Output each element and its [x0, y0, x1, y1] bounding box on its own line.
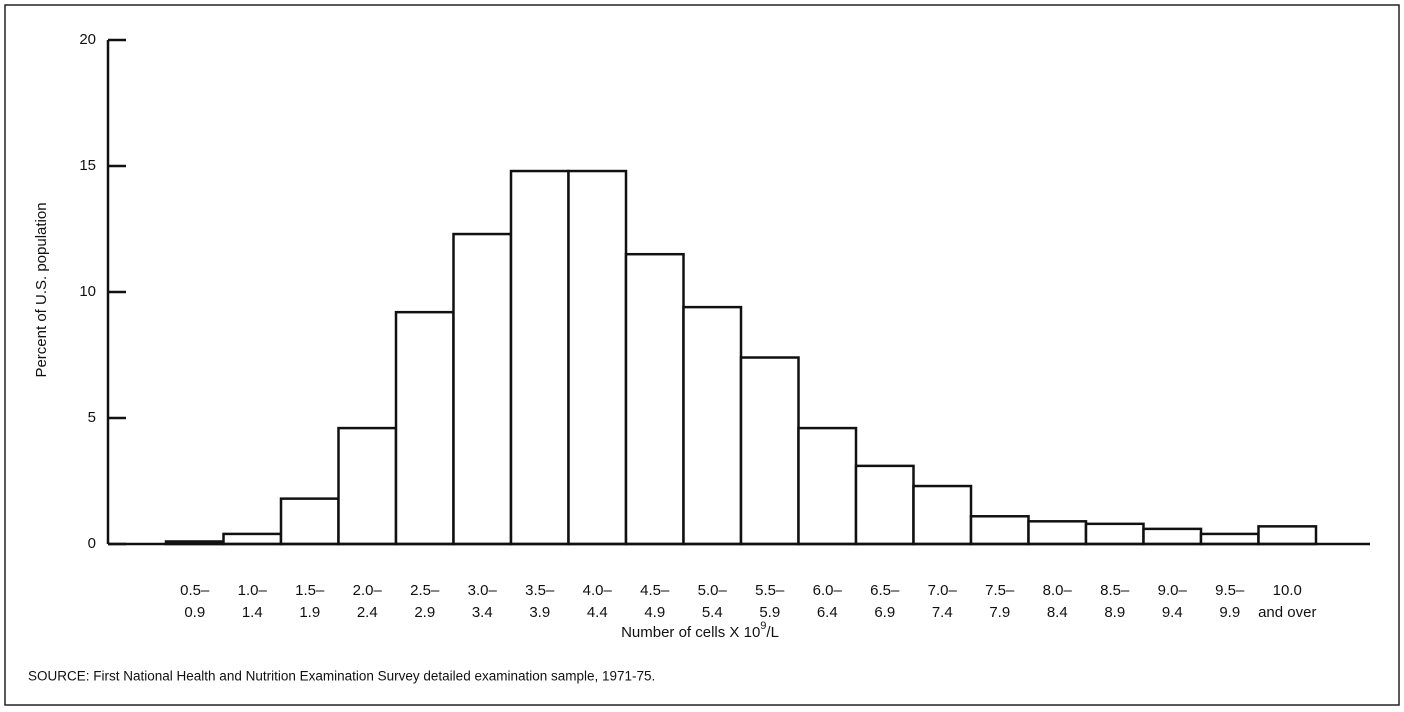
- bar: [854, 464, 915, 546]
- bar: [624, 252, 685, 546]
- x-tick-label: 3.5–: [525, 582, 555, 599]
- x-tick-label: 8.5–: [1100, 582, 1130, 599]
- bar: [1257, 525, 1318, 546]
- x-tick-label: 4.9: [644, 604, 665, 621]
- x-tick-label: 8.4: [1047, 604, 1068, 621]
- y-tick-label: 0: [88, 535, 96, 552]
- bar: [337, 426, 398, 546]
- x-tick-label: 2.0–: [353, 582, 383, 599]
- x-tick-label: 0.9: [184, 604, 205, 621]
- x-tick-label: 7.9: [989, 604, 1010, 621]
- x-tick-label: 9.9: [1219, 604, 1240, 621]
- bar: [222, 532, 283, 546]
- x-tick-label: 6.4: [817, 604, 838, 621]
- bar: [394, 310, 455, 546]
- x-tick-label: 4.5–: [640, 582, 670, 599]
- frame: [4, 4, 1400, 706]
- x-tick-label: 7.5–: [985, 582, 1015, 599]
- x-tick-label: 1.9: [299, 604, 320, 621]
- x-axis-label-unit: /L: [766, 624, 779, 641]
- bar: [279, 497, 340, 546]
- x-tick-label: 3.9: [529, 604, 550, 621]
- x-axis-label: Number of cells X 109/L: [621, 620, 779, 641]
- x-tick-label: 9.5–: [1215, 582, 1245, 599]
- bar: [912, 484, 973, 546]
- x-tick-label: 8.0–: [1043, 582, 1073, 599]
- x-tick-label: 6.9: [874, 604, 895, 621]
- y-tick-label: 15: [79, 157, 96, 174]
- bar: [452, 232, 513, 546]
- y-tick-label: 10: [79, 283, 96, 300]
- x-tick-label: 8.9: [1104, 604, 1125, 621]
- x-tick-label: 1.4: [242, 604, 263, 621]
- x-tick-label: and over: [1258, 604, 1316, 621]
- y-tick-label: 20: [79, 31, 96, 48]
- x-tick-label: 1.5–: [295, 582, 325, 599]
- bar: [1084, 522, 1145, 546]
- x-axis-label-text: Number of cells X 10: [621, 624, 760, 641]
- x-tick-label: 3.0–: [468, 582, 498, 599]
- x-tick-label: 2.4: [357, 604, 378, 621]
- bar: [739, 356, 800, 546]
- bar: [1027, 520, 1088, 546]
- x-tick-label: 9.4: [1162, 604, 1183, 621]
- bar: [1199, 532, 1260, 546]
- x-tick-label: 5.5–: [755, 582, 785, 599]
- x-tick-label: 1.0–: [238, 582, 268, 599]
- x-tick-label: 6.5–: [870, 582, 900, 599]
- x-tick-label: 4.4: [587, 604, 608, 621]
- x-tick-label: 5.0–: [698, 582, 728, 599]
- x-tick-label: 6.0–: [813, 582, 843, 599]
- bar: [969, 515, 1030, 546]
- x-tick-label: 4.0–: [583, 582, 613, 599]
- x-tick-label: 2.5–: [410, 582, 440, 599]
- x-axis-label-sup: 9: [760, 620, 766, 632]
- source-note: SOURCE: First National Health and Nutrit…: [28, 669, 655, 684]
- bar: [682, 305, 743, 546]
- y-axis-label: Percent of U.S. population: [33, 202, 50, 377]
- bar: [567, 169, 628, 546]
- x-tick-label: 3.4: [472, 604, 493, 621]
- x-tick-label: 0.5–: [180, 582, 210, 599]
- x-tick-label: 5.4: [702, 604, 723, 621]
- x-tick-label: 9.0–: [1158, 582, 1188, 599]
- bar: [1142, 527, 1203, 546]
- x-tick-label: 2.9: [414, 604, 435, 621]
- x-tick-label: 5.9: [759, 604, 780, 621]
- x-tick-label: 10.0: [1273, 582, 1302, 599]
- x-tick-label: 7.0–: [928, 582, 958, 599]
- bar: [509, 169, 570, 546]
- bar: [797, 426, 858, 546]
- y-tick-label: 5: [88, 409, 96, 426]
- x-tick-label: 7.4: [932, 604, 953, 621]
